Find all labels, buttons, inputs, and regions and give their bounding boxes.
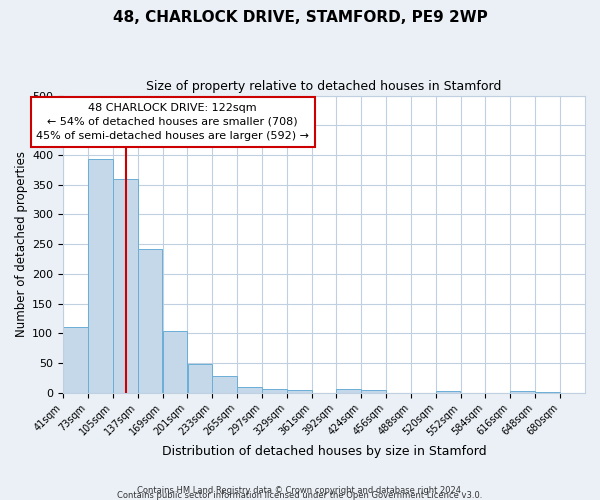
Bar (436, 391, 460, 393)
Text: 48, CHARLOCK DRIVE, STAMFORD, PE9 2WP: 48, CHARLOCK DRIVE, STAMFORD, PE9 2WP (113, 10, 487, 25)
Bar (88, 159, 113, 393)
Bar (63, 328, 88, 393)
Bar (113, 179, 137, 393)
Bar (212, 376, 237, 393)
Bar (511, 391, 535, 393)
Text: 48 CHARLOCK DRIVE: 122sqm
← 54% of detached houses are smaller (708)
45% of semi: 48 CHARLOCK DRIVE: 122sqm ← 54% of detac… (36, 103, 309, 141)
Bar (535, 392, 560, 393)
Bar (336, 390, 361, 393)
Title: Size of property relative to detached houses in Stamford: Size of property relative to detached ho… (146, 80, 502, 93)
Text: Contains HM Land Registry data © Crown copyright and database right 2024.: Contains HM Land Registry data © Crown c… (137, 486, 463, 495)
Bar (188, 364, 212, 393)
Bar (163, 331, 187, 393)
Y-axis label: Number of detached properties: Number of detached properties (15, 151, 28, 337)
Bar (138, 249, 163, 393)
Bar (262, 388, 287, 393)
Bar (287, 390, 312, 393)
Text: Contains public sector information licensed under the Open Government Licence v3: Contains public sector information licen… (118, 491, 482, 500)
X-axis label: Distribution of detached houses by size in Stamford: Distribution of detached houses by size … (161, 444, 487, 458)
Bar (361, 390, 386, 393)
Bar (238, 388, 262, 393)
